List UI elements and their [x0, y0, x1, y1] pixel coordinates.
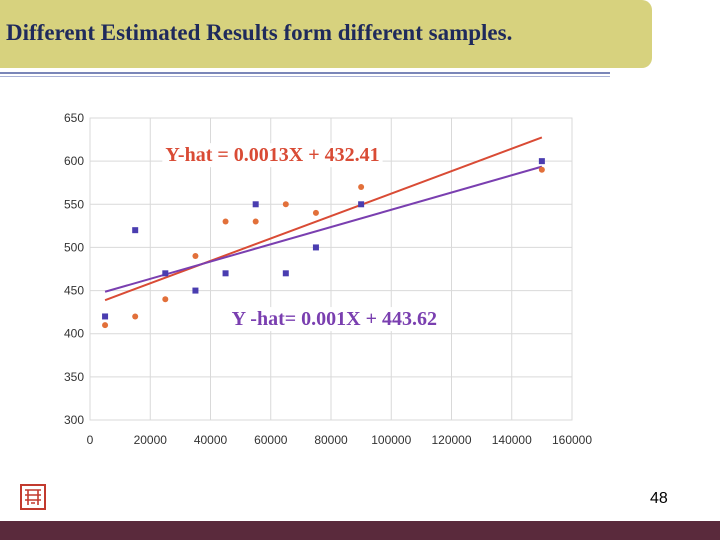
data-point-circle: [132, 313, 139, 320]
data-point-circle: [102, 322, 109, 329]
data-point-square: [252, 201, 259, 208]
data-point-square: [192, 287, 199, 294]
data-point-square: [222, 270, 229, 277]
x-tick-label: 100000: [371, 433, 411, 447]
data-point-square: [282, 270, 289, 277]
y-tick-label: 650: [64, 111, 84, 125]
data-point-circle: [252, 218, 259, 225]
seal-logo-icon: [20, 484, 46, 510]
y-tick-label: 300: [64, 413, 84, 427]
data-point-circle: [538, 166, 545, 173]
title-bar: Different Estimated Results form differe…: [0, 0, 652, 68]
data-point-square: [102, 313, 109, 320]
x-tick-label: 80000: [314, 433, 348, 447]
x-tick-label: 140000: [492, 433, 532, 447]
title-underline: [0, 72, 610, 74]
x-tick-label: 120000: [431, 433, 471, 447]
y-tick-label: 450: [64, 284, 84, 298]
data-point-circle: [312, 209, 319, 216]
x-tick-label: 160000: [552, 433, 592, 447]
equation-label-1: Y-hat = 0.0013X + 432.41: [165, 144, 379, 166]
slide-title: Different Estimated Results form differe…: [6, 20, 513, 45]
y-tick-label: 400: [64, 327, 84, 341]
page-number: 48: [650, 490, 668, 507]
data-point-square: [538, 158, 545, 165]
footer-bar: [0, 521, 720, 540]
equation-label-bg: [228, 307, 440, 332]
y-tick-label: 600: [64, 154, 84, 168]
data-point-square: [358, 201, 365, 208]
regression-line-2: [104, 165, 543, 293]
x-tick-label: 0: [87, 433, 94, 447]
x-tick-label: 60000: [254, 433, 288, 447]
title-underline-thin: [0, 76, 610, 77]
equation-label-bg: [162, 143, 383, 168]
y-tick-label: 350: [64, 370, 84, 384]
scatter-chart: 300 350 400 450 500 550 600 650 0 20000 40000 60000…: [64, 111, 592, 447]
y-tick-label: 500: [64, 240, 84, 254]
data-point-circle: [282, 201, 289, 208]
data-point-circle: [222, 218, 229, 225]
y-tick-label: 550: [64, 197, 84, 211]
data-point-circle: [358, 184, 365, 191]
x-tick-label: 40000: [194, 433, 228, 447]
regression-line-1: [104, 136, 543, 302]
data-point-square: [312, 244, 319, 251]
data-point-circle: [192, 253, 199, 260]
data-point-square: [132, 227, 139, 234]
x-tick-label: 20000: [134, 433, 168, 447]
data-point-circle: [162, 296, 169, 303]
equation-label-2: Y -hat= 0.001X + 443.62: [232, 308, 437, 330]
data-point-square: [162, 270, 169, 277]
